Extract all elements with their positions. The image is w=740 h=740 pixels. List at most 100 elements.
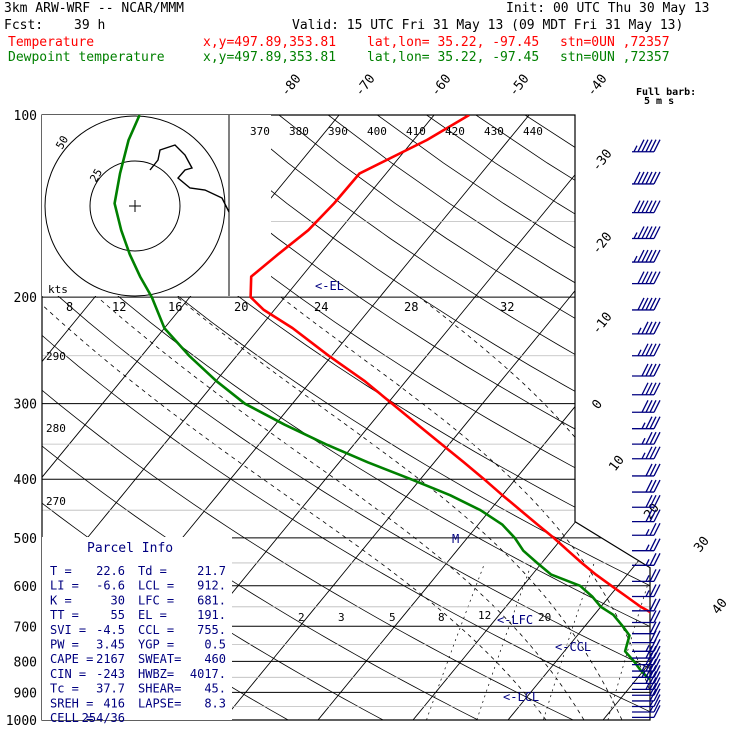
barb-full bbox=[649, 271, 657, 284]
barb-full bbox=[641, 200, 649, 213]
isotherm-label: -40 bbox=[584, 72, 610, 100]
parcel-info-background bbox=[42, 537, 232, 720]
barb-full bbox=[641, 382, 649, 396]
parcel-key: LFC = bbox=[138, 593, 174, 607]
wind-barb bbox=[632, 553, 661, 566]
forecast-label: Fcst: bbox=[4, 18, 44, 33]
dry-adiabat-line bbox=[377, 115, 650, 720]
wind-barb bbox=[632, 463, 661, 477]
isotherm-label: 40 bbox=[709, 596, 730, 618]
parcel-value: 0.5 bbox=[204, 638, 226, 652]
mixing-ratio-label: 5 bbox=[389, 611, 396, 624]
moist-adiabat-line bbox=[176, 296, 623, 720]
barb-full bbox=[653, 569, 661, 582]
parcel-key: SHEAR= bbox=[138, 682, 181, 696]
mixing-ratio-label: 12 bbox=[478, 609, 491, 622]
isotherm-label: -10 bbox=[589, 310, 615, 338]
parcel-key: CELL = bbox=[50, 711, 93, 725]
mixing-ratio-label: 8 bbox=[438, 611, 445, 624]
parcel-key: PW = bbox=[50, 638, 79, 652]
dewpoint-station: stn=0UN ,72357 bbox=[560, 50, 670, 65]
wind-barbs: Full barb:5 m s bbox=[632, 87, 696, 719]
wind-barb bbox=[632, 645, 661, 659]
barb-full bbox=[649, 553, 657, 566]
init-time: Init: 00 UTC Thu 30 May 13 bbox=[506, 1, 710, 16]
parcel-value: 460 bbox=[204, 652, 226, 666]
mixing-ratio-line bbox=[607, 562, 650, 720]
barb-full bbox=[649, 630, 657, 643]
barb-full bbox=[649, 652, 657, 665]
barb-full bbox=[637, 297, 645, 311]
isotherm-label: -80 bbox=[278, 72, 304, 100]
barb-full bbox=[645, 271, 653, 284]
wind-barb bbox=[632, 705, 661, 719]
isotherm-label: -50 bbox=[506, 72, 532, 100]
barb-full bbox=[645, 494, 653, 508]
parcel-value: -6.6 bbox=[96, 579, 125, 593]
barb-full bbox=[633, 200, 641, 213]
barb-full bbox=[645, 645, 653, 659]
barb-full bbox=[649, 343, 657, 357]
barb-half bbox=[645, 645, 650, 652]
header: 3km ARW-WRF -- NCAR/MMM Init: 00 UTC Thu… bbox=[0, 0, 740, 66]
parcel-key: EL = bbox=[138, 608, 167, 622]
parcel-value: 55 bbox=[111, 608, 125, 622]
parcel-key: SWEAT= bbox=[138, 652, 181, 666]
parcel-value: 4017. bbox=[190, 667, 226, 681]
dry-adiabat-line bbox=[722, 115, 740, 720]
dry-adiabat-line bbox=[426, 115, 650, 720]
wind-barb bbox=[632, 522, 661, 536]
barb-full bbox=[653, 610, 661, 623]
barb-full bbox=[649, 200, 657, 213]
barb-full bbox=[653, 584, 661, 597]
pressure-label: 200 bbox=[14, 291, 37, 306]
parcel-value: 8.3 bbox=[204, 696, 226, 710]
barb-half bbox=[649, 700, 654, 707]
isotherm-label: -60 bbox=[428, 72, 454, 100]
barb-half bbox=[641, 664, 646, 672]
barb-full bbox=[645, 671, 653, 684]
barb-half bbox=[645, 590, 650, 597]
barb-full bbox=[653, 399, 661, 413]
barb-half bbox=[641, 452, 646, 460]
hodograph-ring-outer bbox=[44, 115, 226, 297]
barb-full bbox=[649, 610, 657, 623]
barb-half bbox=[641, 437, 646, 445]
wind-barb bbox=[632, 699, 661, 713]
pressure-label: 700 bbox=[14, 620, 37, 635]
barb-full bbox=[653, 652, 661, 665]
temperature-legend: Temperature bbox=[8, 35, 95, 50]
parcel-key: CAPE = bbox=[50, 652, 93, 666]
speed-tick-label: 8 bbox=[66, 300, 73, 314]
barb-full bbox=[653, 658, 661, 672]
hodograph-ring-label: 25 bbox=[87, 167, 105, 185]
barb-full bbox=[637, 200, 645, 213]
pressure-label: 1000 bbox=[6, 714, 37, 729]
mixing-ratio-label: 2 bbox=[298, 611, 305, 624]
barb-full bbox=[653, 297, 661, 311]
barb-full bbox=[653, 463, 661, 477]
parcel-key: CIN = bbox=[50, 667, 86, 681]
speed-tick-label: 32 bbox=[500, 300, 514, 314]
dry-adiabat-line bbox=[673, 115, 740, 720]
parcel-value: 37.7 bbox=[96, 682, 125, 696]
wind-barb bbox=[632, 688, 661, 702]
wind-barb bbox=[632, 271, 661, 285]
theta-label: 380 bbox=[289, 125, 309, 138]
barb-full bbox=[641, 249, 649, 263]
barb-full bbox=[653, 553, 661, 566]
wind-barb bbox=[632, 639, 661, 652]
barb-legend-unit: 5 m s bbox=[644, 96, 674, 107]
parcel-key: LCL = bbox=[138, 579, 174, 593]
barb-full bbox=[653, 694, 661, 707]
isotherm-line bbox=[222, 115, 650, 720]
wind-barb bbox=[632, 249, 661, 263]
pressure-label: 100 bbox=[14, 109, 37, 124]
barb-full bbox=[653, 171, 661, 185]
parcel-key: K = bbox=[50, 593, 72, 607]
wind-barb bbox=[632, 321, 661, 335]
theta-label: 400 bbox=[367, 125, 387, 138]
barb-half bbox=[645, 528, 650, 536]
wind-barb bbox=[632, 584, 661, 598]
barb-full bbox=[649, 463, 657, 477]
